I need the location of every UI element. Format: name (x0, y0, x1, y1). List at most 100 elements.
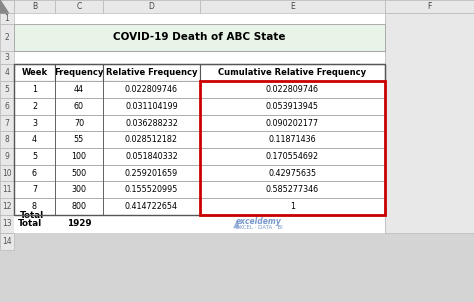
Text: F: F (428, 2, 432, 11)
Text: 1: 1 (5, 14, 9, 23)
Text: Relative Frequency: Relative Frequency (106, 68, 197, 77)
Text: 1: 1 (290, 202, 295, 211)
Text: 4: 4 (32, 135, 37, 144)
Text: 7: 7 (32, 185, 37, 194)
Bar (200, 81, 385, 215)
Bar (55, 81, 103, 98)
Bar (200, 64, 385, 81)
Bar (14, 181, 55, 198)
Text: 6: 6 (32, 169, 37, 178)
Bar (200, 98, 385, 115)
Bar (103, 64, 200, 81)
Text: Frequency: Frequency (55, 68, 104, 77)
Bar (200, 198, 385, 215)
Text: 0.053913945: 0.053913945 (266, 102, 319, 111)
Text: 500: 500 (72, 169, 87, 178)
Bar (200, 115, 385, 131)
Bar (55, 181, 103, 198)
Text: 0.585277346: 0.585277346 (266, 185, 319, 194)
Bar (14, 0, 55, 13)
Bar (55, 64, 103, 81)
Text: 0.42975635: 0.42975635 (268, 169, 317, 178)
Bar (0, 198, 14, 215)
Text: 3: 3 (32, 118, 37, 127)
Text: 70: 70 (74, 118, 84, 127)
Bar (14, 131, 55, 148)
Text: 1: 1 (32, 85, 37, 94)
Bar (103, 115, 200, 131)
Text: 7: 7 (5, 118, 9, 127)
Text: 8: 8 (32, 202, 37, 211)
Bar (103, 98, 200, 115)
Bar (14, 198, 55, 215)
Text: Week: Week (21, 68, 47, 77)
Text: 2: 2 (5, 33, 9, 42)
Text: 100: 100 (72, 152, 86, 161)
Text: 8: 8 (5, 135, 9, 144)
Text: 0.090202177: 0.090202177 (266, 118, 319, 127)
Text: 4: 4 (5, 68, 9, 77)
Bar (0, 0, 14, 13)
Bar (103, 181, 200, 198)
Bar (14, 148, 55, 165)
Text: Total: Total (18, 220, 42, 229)
Bar (55, 131, 103, 148)
Bar (55, 98, 103, 115)
Text: 14: 14 (2, 237, 12, 246)
Bar (103, 198, 200, 215)
Text: 0.022809746: 0.022809746 (266, 85, 319, 94)
Bar (103, 165, 200, 181)
Bar (103, 81, 200, 98)
Bar (103, 215, 385, 233)
Bar (103, 0, 200, 13)
Bar (0, 115, 14, 131)
Bar (14, 215, 55, 233)
Bar (103, 131, 200, 148)
Text: 0.022809746: 0.022809746 (125, 85, 178, 94)
Text: 13: 13 (2, 220, 12, 229)
Bar (14, 81, 55, 98)
Bar (200, 131, 385, 148)
Bar (14, 24, 385, 51)
Bar (0, 215, 14, 233)
Bar (55, 215, 103, 233)
Bar (0, 98, 14, 115)
Bar (55, 198, 103, 215)
Bar (14, 64, 55, 81)
Text: 0.414722654: 0.414722654 (125, 202, 178, 211)
Bar (14, 64, 385, 215)
Bar (200, 148, 385, 165)
Bar (103, 148, 200, 165)
Text: Total: Total (20, 210, 44, 220)
Bar (0, 13, 14, 24)
Text: 800: 800 (72, 202, 86, 211)
Text: E: E (290, 2, 295, 11)
Text: COVID-19 Death of ABC State: COVID-19 Death of ABC State (113, 33, 286, 43)
Bar (200, 81, 385, 98)
Text: 5: 5 (5, 85, 9, 94)
Bar (55, 165, 103, 181)
Text: C: C (76, 2, 82, 11)
Text: 2: 2 (32, 102, 37, 111)
Text: ▲: ▲ (233, 219, 241, 229)
Text: 0.031104199: 0.031104199 (125, 102, 178, 111)
Bar (385, 0, 474, 13)
Polygon shape (0, 0, 9, 13)
Text: 44: 44 (74, 85, 84, 94)
Bar (0, 0, 14, 13)
Text: 0.051840332: 0.051840332 (125, 152, 178, 161)
Bar (200, 181, 385, 198)
Bar (55, 115, 103, 131)
Bar (0, 165, 14, 181)
Bar (0, 24, 14, 51)
Bar (14, 98, 55, 115)
Bar (14, 165, 55, 181)
Text: exceldemy: exceldemy (236, 217, 282, 226)
Text: D: D (148, 2, 155, 11)
Text: 1929: 1929 (67, 220, 91, 229)
Bar (0, 81, 14, 98)
Text: 0.028512182: 0.028512182 (125, 135, 178, 144)
Text: 55: 55 (74, 135, 84, 144)
Text: 0.259201659: 0.259201659 (125, 169, 178, 178)
Bar (200, 0, 385, 13)
